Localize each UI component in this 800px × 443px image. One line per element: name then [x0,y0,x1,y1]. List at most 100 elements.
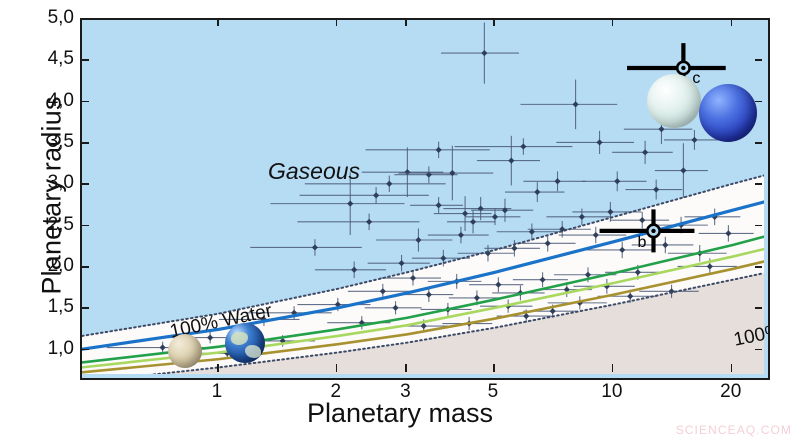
y-tickmark-3 [82,224,89,227]
data-point [504,182,565,202]
data-point [433,196,492,231]
y-tickmark-6 [82,100,89,103]
region-core [82,273,764,374]
x-tickmark-1 [335,364,338,372]
data-point [484,240,540,257]
data-point [583,241,654,259]
highlighted-planets-group [599,43,726,253]
y-tick-1-0: 1,0 [47,337,74,359]
y-tick-1-5: 1,5 [47,296,74,318]
data-point [469,277,524,293]
curve-100-core-boundary [148,272,764,374]
highlighted-planet-b [599,209,695,253]
data-point [270,172,405,236]
y-tickmark-4 [82,183,89,185]
data-point [639,284,699,298]
y-tickmark-1 [82,307,89,310]
planet-sphere-earth [224,322,265,363]
data-point [471,198,534,222]
y-tickmark-right-3 [755,224,762,227]
data-point [347,283,412,299]
y-tick-4-5: 4,5 [47,48,74,70]
y-tickmark-right-7 [755,59,762,61]
data-point [457,244,514,262]
data-point [304,175,446,193]
x-tickmark-top-4 [611,19,614,26]
x-tick-1: 1 [211,381,223,402]
y-axis-tick-labels: 1,0 1,5 2,0 2,5 3,0 3,5 4,0 4,5 5,0 [18,0,74,443]
y-tickmark-right-1 [755,307,762,310]
data-point [447,210,496,234]
data-point [314,261,387,279]
data-point [520,79,618,130]
data-point [361,147,444,197]
curve-100-water-boundary [82,174,764,337]
data-point [625,179,683,200]
x-tick-2: 2 [330,381,342,402]
y-tickmark-right-0 [755,348,762,351]
data-point [441,22,519,84]
plot-area: Gaseous 100% Water 100% Core cb [80,18,770,380]
y-tickmark-5 [82,142,89,144]
planet-label-b: b [637,233,647,251]
x-tickmark-top-2 [405,19,407,26]
data-point [299,187,429,204]
y-tickmark-right-4 [755,183,762,185]
x-tickmark-top-0 [216,19,219,26]
y-tick-4-0: 4,0 [47,89,74,111]
data-point [664,130,721,150]
y-tickmark-right-2 [755,266,762,268]
x-tickmark-5 [730,364,733,372]
data-point [365,141,490,159]
x-tick-20: 20 [720,381,742,402]
planet-sphere-neptune [698,83,757,142]
x-axis-title: Planetary mass [306,398,494,428]
y-tickmark-2 [82,266,89,268]
data-point [297,213,420,231]
x-tickmark-top-1 [335,19,338,26]
data-point [698,225,754,242]
x-tick-5: 5 [487,381,499,402]
x-tickmark-0 [216,364,219,372]
x-tickmark-3 [492,364,495,372]
x-tickmark-4 [611,364,614,372]
data-point [514,235,576,252]
region-gaseous [82,20,764,336]
data-point [394,166,458,183]
data-point [427,226,489,244]
y-tickmark-right-6 [755,100,762,103]
data-point [512,272,568,288]
x-tickmark-top-3 [492,19,495,26]
data-point [654,143,708,198]
data-point [410,197,464,214]
watermark: SCIENCEAQ.COM [675,423,792,437]
data-point [364,301,422,315]
planet-sphere-uranus [646,73,701,128]
data-point [523,171,586,192]
data-point [558,226,627,244]
data-point [398,145,494,201]
x-tickmark-top-5 [730,19,733,26]
data-point [546,208,612,226]
x-tickmark-2 [405,364,407,372]
data-point [631,236,694,254]
planet-sphere-venus [167,333,202,368]
region-label-gaseous: Gaseous [268,158,361,184]
y-tickmark-0 [82,348,89,351]
data-point [612,140,673,164]
data-point [496,223,562,241]
data-point [581,171,647,192]
data-point [367,254,430,272]
y-tick-3-5: 3,5 [47,131,74,153]
y-tick-2-0: 2,0 [47,255,74,277]
y-tick-5-0: 5,0 [47,7,74,28]
data-point [376,228,453,252]
y-tick-3-0: 3,0 [47,172,74,194]
x-tick-10: 10 [601,381,623,402]
data-point [556,130,635,154]
x-axis-tick-labels: 1 2 3 5 10 20 [0,381,800,407]
y-tickmark-7 [82,59,89,61]
data-point [610,211,670,229]
